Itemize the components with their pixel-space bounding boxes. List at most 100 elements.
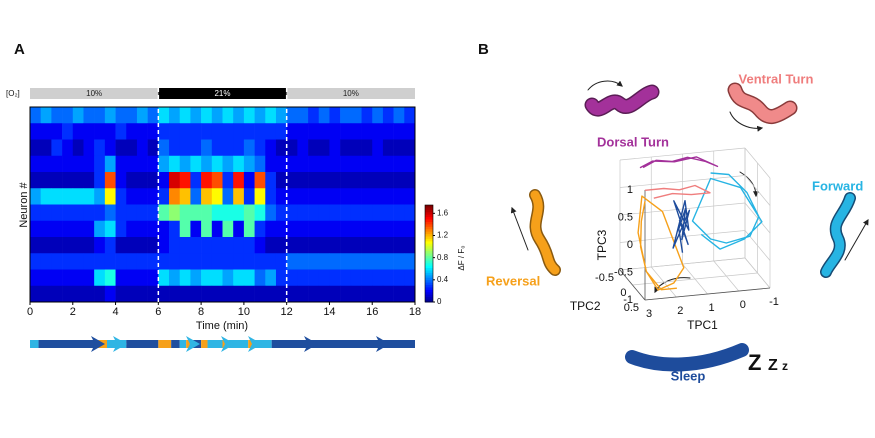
heatmap-cell: [404, 237, 416, 254]
heatmap-cell: [404, 220, 416, 238]
heatmap-cell: [126, 123, 138, 140]
heatmap-cell: [211, 285, 223, 303]
heatmap-cell: [72, 107, 84, 124]
heatmap-cell: [179, 204, 191, 222]
heatmap-cell: [83, 123, 95, 140]
heatmap-cell: [329, 107, 341, 124]
colorbar-step: [425, 214, 433, 218]
heatmap-cell: [62, 285, 74, 303]
heatmap-cell: [62, 220, 74, 238]
annotation: Sleep: [671, 368, 706, 383]
heatmap-cell: [62, 253, 74, 270]
heatmap-cell: [361, 188, 373, 205]
heatmap-cell: [329, 220, 341, 238]
colorbar-step: [425, 268, 433, 271]
heatmap-cell: [222, 269, 234, 287]
heatmap-cell: [136, 188, 148, 205]
colorbar-step: [425, 229, 433, 233]
heatmap-cell: [211, 269, 223, 287]
heatmap-cell: [297, 204, 309, 222]
axis-line: [644, 287, 771, 301]
heatmap-cell: [104, 204, 116, 222]
heatmap-cell: [169, 123, 181, 140]
ethogram-segment: [271, 340, 415, 348]
heatmap-cell: [254, 285, 266, 303]
heatmap-cell: [275, 123, 287, 140]
heatmap-cell: [62, 204, 74, 222]
heatmap-cell: [94, 204, 106, 222]
heatmap-cell: [233, 139, 245, 157]
heatmap-cell: [211, 139, 223, 157]
heatmap-cell: [136, 237, 148, 254]
heatmap-cell: [286, 237, 298, 254]
ethogram-segment: [179, 340, 187, 348]
trajectory: [672, 200, 691, 253]
heatmap-cell: [104, 123, 116, 140]
heatmap-cell: [115, 253, 127, 270]
heatmap-cell: [115, 285, 127, 303]
heatmap-cell: [393, 220, 405, 238]
heatmap-cell: [275, 155, 287, 173]
x-axis-label: TPC1: [687, 318, 718, 332]
heatmap-cell: [190, 269, 202, 287]
heatmap-cell: [158, 188, 170, 205]
heatmap-cell: [169, 139, 181, 157]
heatmap-cell: [318, 123, 330, 140]
colorbar-step: [425, 243, 433, 247]
colorbar-tick-label: 0: [437, 297, 442, 306]
heatmap-cell: [51, 237, 63, 254]
heatmap-cell: [382, 139, 394, 157]
heatmap-cell: [190, 285, 202, 303]
heatmap-cell: [340, 107, 352, 124]
heatmap-cell: [51, 139, 63, 157]
heatmap-cell: [201, 172, 213, 189]
heatmap-cell: [94, 237, 106, 254]
z-axis-label: TPC3: [595, 229, 609, 260]
heatmap-cell: [211, 188, 223, 205]
colorbar-step: [425, 270, 433, 274]
heatmap-cell: [243, 220, 255, 238]
heatmap-cell: [190, 237, 202, 254]
heatmap-cell: [254, 123, 266, 140]
heatmap-cell: [158, 204, 170, 222]
heatmap-cell: [393, 188, 405, 205]
heatmap-cell: [179, 139, 191, 157]
heatmap-cell: [158, 253, 170, 270]
heatmap-cell: [104, 139, 116, 157]
heatmap-cell: [126, 188, 138, 205]
annotation: Ventral Turn: [739, 71, 814, 86]
heatmap-cell: [40, 269, 52, 287]
heatmap-cell: [286, 285, 298, 303]
heatmap-cell: [190, 172, 202, 189]
heatmap-cell: [297, 139, 309, 157]
heatmap-cell: [169, 204, 181, 222]
heatmap-cell: [169, 188, 181, 205]
heatmap-cell: [243, 107, 255, 124]
heatmap-cell: [158, 172, 170, 189]
grid-line: [619, 175, 746, 188]
heatmap-cell: [30, 269, 41, 287]
heatmap-cell: [136, 172, 148, 189]
o2-band-label: 21%: [214, 89, 230, 98]
heatmap-cell: [40, 237, 52, 254]
grid-line: [619, 147, 746, 161]
y-axis-label: Neuron #: [18, 181, 30, 227]
heatmap-cell: [222, 139, 234, 157]
heatmap-cell: [286, 220, 298, 238]
heatmap-cell: [361, 253, 373, 270]
y-tick-label: -0.5: [595, 272, 614, 284]
heatmap-cell: [265, 269, 277, 287]
heatmap-cell: [136, 107, 148, 124]
heatmap-cell: [243, 123, 255, 140]
colorbar-step: [425, 255, 433, 259]
colorbar-step: [425, 207, 433, 211]
heatmap-cell: [275, 253, 287, 270]
heatmap-cell: [265, 220, 277, 238]
grid-line: [744, 257, 771, 289]
ethogram-arrow: [304, 336, 318, 352]
heatmap-cell: [136, 139, 148, 157]
heatmap-cell: [329, 269, 341, 287]
heatmap-cell: [308, 188, 320, 205]
x-tick-label: 16: [366, 306, 378, 318]
heatmap-cell: [340, 253, 352, 270]
